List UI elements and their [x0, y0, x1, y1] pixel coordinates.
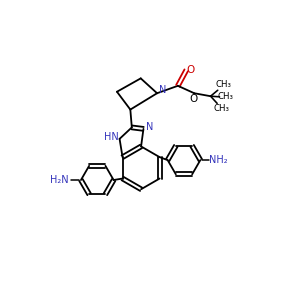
Text: N: N	[159, 85, 166, 95]
Text: H₂N: H₂N	[50, 175, 69, 185]
Text: N: N	[146, 122, 154, 132]
Text: O: O	[189, 94, 197, 103]
Text: HN: HN	[104, 132, 119, 142]
Text: NH₂: NH₂	[209, 155, 228, 165]
Text: CH₃: CH₃	[215, 80, 231, 89]
Text: O: O	[186, 65, 194, 75]
Text: CH₃: CH₃	[218, 92, 233, 101]
Text: CH₃: CH₃	[214, 104, 230, 113]
